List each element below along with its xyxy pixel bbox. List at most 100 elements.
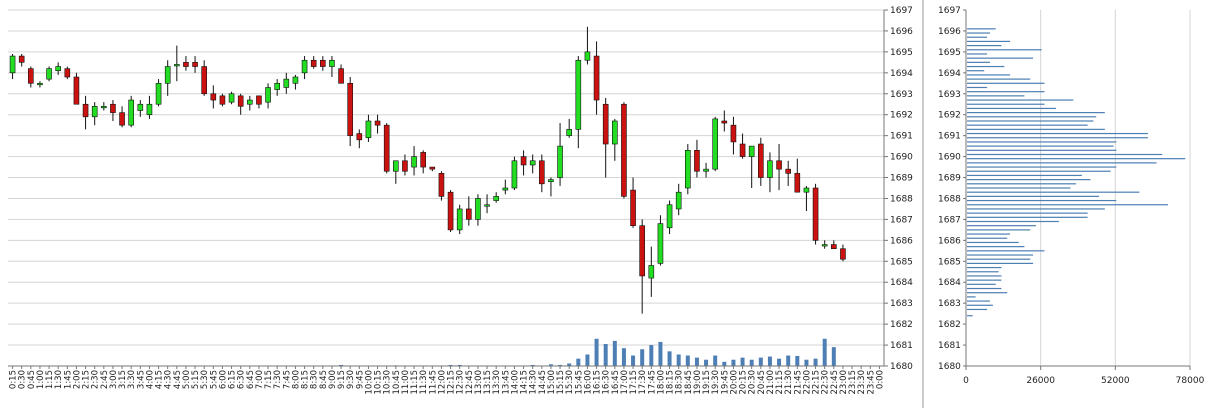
time-tick-label: 22:45 xyxy=(830,370,840,395)
price-chart-axes: 1680 1681 1682 1683 1684 1685 1686 1687 1688 1689… xyxy=(8,0,924,408)
candle xyxy=(310,56,317,69)
profile-bar xyxy=(967,275,1002,277)
price-tick-label: 1683 xyxy=(890,299,913,309)
time-tick-label: 18:45 xyxy=(684,370,694,395)
candle-body xyxy=(685,150,691,189)
profile-bar xyxy=(967,57,1034,59)
time-tick-label: 2:00 xyxy=(72,370,82,389)
candle xyxy=(794,158,801,193)
candle-body xyxy=(785,168,791,174)
time-tick-label: 1:15 xyxy=(45,370,55,389)
time-tick-label: 23:30 xyxy=(857,370,867,395)
profile-bar xyxy=(967,187,1071,189)
profile-bar xyxy=(967,308,988,311)
volume-bar xyxy=(758,357,763,366)
volume-bar xyxy=(777,358,782,366)
price-tick-label: 1687 xyxy=(890,215,913,225)
candle-body xyxy=(228,93,235,103)
candle xyxy=(82,95,89,130)
candle-body xyxy=(548,179,554,183)
time-tick-label: 7:15 xyxy=(264,370,274,389)
profile-bar xyxy=(967,45,1002,47)
candle-body xyxy=(192,62,198,67)
profile-bar xyxy=(967,225,1036,227)
volume-bar xyxy=(448,364,453,366)
candle xyxy=(685,144,691,195)
time-tick-label: 21:00 xyxy=(766,370,776,395)
candle-body xyxy=(237,95,244,107)
candle xyxy=(420,150,426,174)
volume-bar xyxy=(704,359,709,366)
candle-body xyxy=(329,59,335,67)
volume-bar xyxy=(822,338,827,366)
candle-body xyxy=(110,103,116,113)
candle-body xyxy=(520,156,527,166)
time-tick-label: 19:15 xyxy=(702,370,712,395)
profile-bar xyxy=(967,91,1045,93)
candle-body xyxy=(210,93,217,101)
time-tick-label: 21:30 xyxy=(784,370,794,395)
profile-bar xyxy=(967,158,1186,160)
time-tick-label: 19:45 xyxy=(720,370,730,395)
profile-y-tick-label: 1692 xyxy=(938,111,961,121)
price-tick-label: 1682 xyxy=(890,320,913,330)
time-tick-label: 13:30 xyxy=(492,370,502,395)
time-tick-label: 19:00 xyxy=(693,370,703,395)
profile-bar xyxy=(967,262,1034,264)
candle xyxy=(128,95,134,128)
time-tick-label: 16:15 xyxy=(593,370,603,395)
volume-bar xyxy=(813,358,818,366)
candle-body xyxy=(767,160,773,178)
time-tick-label: 1:45 xyxy=(63,370,73,389)
time-tick-label: 0:15 xyxy=(9,370,19,389)
candlestick-series xyxy=(9,26,846,314)
time-tick-label: 23:15 xyxy=(848,370,858,395)
price-tick-label: 1689 xyxy=(890,174,913,184)
time-tick-label: 23:00 xyxy=(839,370,849,395)
profile-bar xyxy=(967,287,1002,290)
profile-bar xyxy=(967,132,1148,135)
candle xyxy=(493,192,499,203)
candle xyxy=(657,215,664,266)
volume-bar xyxy=(567,363,572,366)
price-tick-label: 1692 xyxy=(890,111,913,121)
profile-y-tick-label: 1682 xyxy=(938,320,961,330)
candle-body xyxy=(621,103,627,197)
time-tick-label: 7:00 xyxy=(255,370,265,389)
time-tick-label: 8:15 xyxy=(301,370,311,389)
candle-body xyxy=(630,189,636,226)
candle xyxy=(639,219,645,314)
candle-body xyxy=(310,59,317,67)
candle-body xyxy=(794,173,801,193)
candle xyxy=(776,144,782,191)
time-tick-label: 15:45 xyxy=(574,370,584,395)
time-tick-label: 16:30 xyxy=(602,370,612,395)
candle-body xyxy=(612,120,618,145)
time-tick-label: 4:30 xyxy=(164,370,174,389)
profile-bar xyxy=(967,258,1031,260)
profile-y-tick-label: 1691 xyxy=(938,132,961,142)
candle-body xyxy=(730,124,737,143)
candle-body xyxy=(301,59,308,74)
time-tick-label: 18:15 xyxy=(666,370,676,395)
candle-body xyxy=(511,160,518,189)
time-tick-label: 11:45 xyxy=(428,370,438,395)
candle-body xyxy=(739,143,746,157)
price-tick-label: 1695 xyxy=(890,48,913,58)
time-tick-label: 20:45 xyxy=(757,370,767,395)
profile-bar xyxy=(967,153,1163,156)
volume-bar xyxy=(640,349,645,366)
profile-y-tick-label: 1689 xyxy=(938,174,961,184)
candle xyxy=(110,100,116,121)
candle xyxy=(438,171,445,201)
profile-bar xyxy=(967,107,1057,110)
time-tick-label: 17:15 xyxy=(629,370,639,395)
candle xyxy=(356,129,363,149)
time-tick-label: 17:45 xyxy=(647,370,657,395)
time-tick-label: 8:00 xyxy=(291,370,301,389)
time-tick-label: 4:00 xyxy=(145,370,155,389)
time-tick-label: 21:45 xyxy=(793,370,803,395)
time-tick-label: 12:45 xyxy=(465,370,475,395)
candle xyxy=(584,26,591,65)
time-tick-label: 5:45 xyxy=(209,370,219,389)
